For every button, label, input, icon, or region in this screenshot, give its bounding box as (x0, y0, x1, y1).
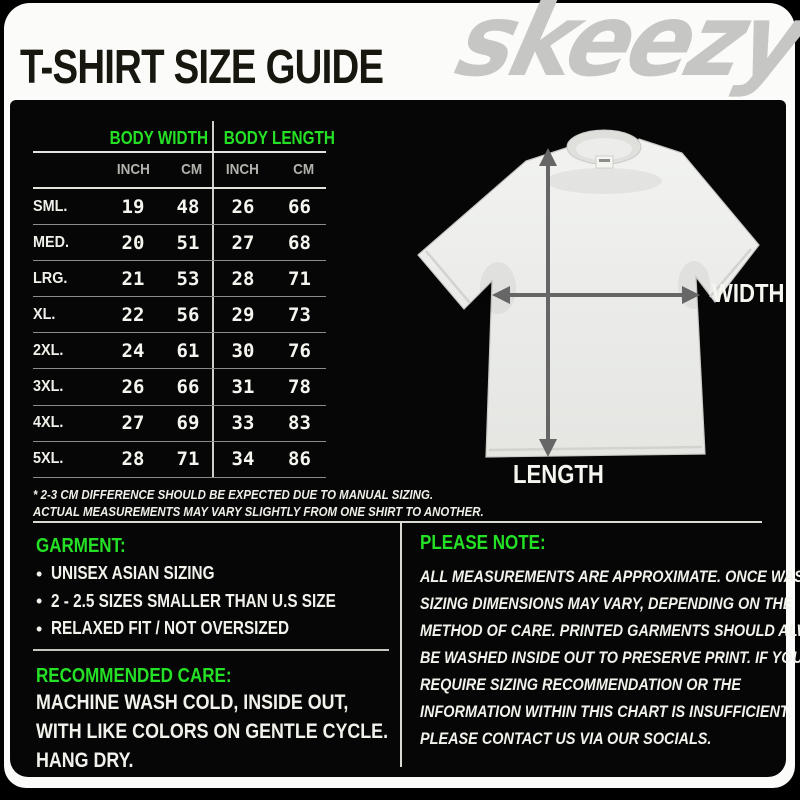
table-group-header-body-length: BODY LENGTH (223, 128, 335, 148)
width-cm-value: 56 (176, 303, 200, 326)
footnote-line: * 2-3 CM DIFFERENCE SHOULD BE EXPECTED D… (33, 487, 434, 502)
length-inch-value: 34 (231, 448, 255, 471)
table-group-header-body-width: BODY WIDTH (109, 128, 209, 148)
garment-bullet-list: • UNISEX ASIAN SIZING • 2 - 2.5 SIZES SM… (36, 560, 386, 643)
list-item: • UNISEX ASIAN SIZING (36, 560, 386, 588)
length-cm-value: 66 (288, 195, 311, 218)
table-row: 2XL. 24 61 30 76 (33, 333, 326, 370)
brand-logo: skeezy (446, 0, 800, 99)
care-line: WITH LIKE COLORS ON GENTLE CYCLE. (36, 720, 389, 743)
width-cm-value: 48 (176, 195, 200, 218)
note-line: METHOD OF CARE. PRINTED GARMENTS SHOULD … (420, 621, 800, 640)
length-inch-value: 30 (231, 339, 255, 362)
footnote-line: ACTUAL MEASUREMENTS MAY VARY SLIGHTLY FR… (33, 503, 484, 519)
unit-header-inch: INCH (225, 161, 259, 178)
size-label: XL. (33, 305, 56, 323)
length-cm-value: 86 (288, 448, 311, 471)
horizontal-divider (33, 521, 762, 523)
width-label: WIDTH (712, 278, 785, 308)
table-subheader-rule (33, 187, 326, 189)
length-cm-value: 68 (288, 231, 311, 254)
width-inch-value: 24 (121, 339, 145, 362)
width-inch-value: 21 (121, 267, 145, 290)
note-line: INFORMATION WITHIN THIS CHART IS INSUFFI… (420, 702, 792, 721)
length-cm-value: 71 (288, 267, 311, 290)
table-row: 5XL. 28 71 34 86 (33, 442, 326, 478)
table-row: 3XL. 26 66 31 78 (33, 369, 326, 406)
unit-header-cm: CM (181, 161, 203, 178)
length-cm-value: 73 (288, 303, 311, 326)
garment-heading: GARMENT: (36, 535, 126, 557)
width-inch-value: 26 (121, 376, 145, 399)
length-inch-value: 33 (231, 412, 255, 435)
size-label: LRG. (33, 269, 68, 287)
size-label: 5XL. (33, 450, 64, 468)
width-cm-value: 51 (176, 231, 200, 254)
length-inch-value: 28 (231, 267, 255, 290)
list-item: • 2 - 2.5 SIZES SMALLER THAN U.S SIZE (36, 588, 386, 616)
width-inch-value: 22 (121, 303, 145, 326)
table-row: MED. 20 51 27 68 (33, 225, 326, 262)
length-arrow (539, 148, 557, 457)
note-heading: PLEASE NOTE: (420, 532, 546, 554)
bullet-icon: • (36, 591, 43, 612)
note-line: ALL MEASUREMENTS ARE APPROXIMATE. ONCE W… (420, 567, 800, 586)
length-inch-value: 29 (231, 303, 255, 326)
list-item: • RELAXED FIT / NOT OVERSIZED (36, 615, 386, 643)
length-cm-value: 76 (288, 339, 311, 362)
size-table-rows: SML. 19 48 26 66 MED. 20 51 27 68 LRG. 2… (33, 189, 326, 478)
size-label: SML. (33, 197, 68, 215)
note-line: BE WASHED INSIDE OUT TO PRESERVE PRINT. … (420, 648, 800, 667)
width-inch-value: 20 (121, 231, 145, 254)
table-row: LRG. 21 53 28 71 (33, 261, 326, 298)
care-line: MACHINE WASH COLD, INSIDE OUT, (36, 691, 349, 714)
table-row: XL. 22 56 29 73 (33, 297, 326, 334)
length-cm-value: 83 (288, 412, 311, 435)
note-line: REQUIRE SIZING RECOMMENDATION OR THE (420, 675, 741, 694)
width-cm-value: 66 (176, 376, 200, 399)
width-cm-value: 61 (176, 339, 200, 362)
table-row: SML. 19 48 26 66 (33, 189, 326, 226)
bullet-text: RELAXED FIT / NOT OVERSIZED (51, 618, 290, 639)
note-line: PLEASE CONTACT US VIA OUR SOCIALS. (420, 729, 712, 748)
table-row: 4XL. 27 69 33 83 (33, 406, 326, 442)
length-inch-value: 31 (231, 376, 255, 399)
table-vertical-divider (212, 121, 214, 478)
table-header-rule (33, 151, 326, 153)
unit-header-inch: INCH (116, 161, 150, 178)
bullet-icon: • (36, 563, 43, 584)
unit-header-cm: CM (293, 161, 315, 178)
size-label: MED. (33, 233, 69, 251)
note-paragraph: ALL MEASUREMENTS ARE APPROXIMATE. ONCE W… (420, 567, 800, 756)
garment-care-divider (33, 649, 389, 651)
size-label: 2XL. (33, 341, 64, 359)
length-inch-value: 27 (231, 231, 255, 254)
bullet-icon: • (36, 618, 43, 639)
length-cm-value: 78 (288, 376, 311, 399)
width-inch-value: 19 (121, 195, 145, 218)
care-instructions: MACHINE WASH COLD, INSIDE OUT, WITH LIKE … (36, 691, 450, 778)
width-cm-value: 69 (176, 412, 200, 435)
width-inch-value: 28 (121, 448, 145, 471)
vertical-divider (400, 521, 402, 767)
width-arrow (492, 286, 700, 304)
width-cm-value: 53 (176, 267, 200, 290)
page-title: T-SHIRT SIZE GUIDE (20, 41, 384, 94)
care-line: HANG DRY. (36, 749, 134, 772)
length-label: LENGTH (513, 459, 604, 489)
size-label: 4XL. (33, 414, 64, 432)
length-inch-value: 26 (231, 195, 255, 218)
bullet-text: 2 - 2.5 SIZES SMALLER THAN U.S SIZE (51, 590, 337, 611)
note-line: SIZING DIMENSIONS MAY VARY, DEPENDING ON… (420, 594, 793, 613)
tshirt-image (417, 129, 760, 458)
size-label: 3XL. (33, 378, 64, 396)
width-cm-value: 71 (176, 448, 200, 471)
width-inch-value: 27 (121, 412, 145, 435)
sizing-footnote: * 2-3 CM DIFFERENCE SHOULD BE EXPECTED D… (33, 487, 545, 520)
care-heading: RECOMMENDED CARE: (36, 665, 232, 687)
bullet-text: UNISEX ASIAN SIZING (51, 563, 215, 584)
